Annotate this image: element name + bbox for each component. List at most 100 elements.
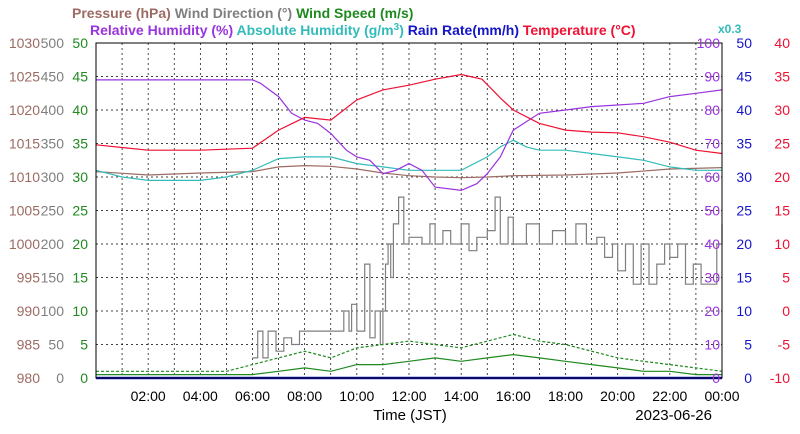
series-layer <box>95 73 723 380</box>
y-tick-label: 985 <box>17 337 41 353</box>
y-tick-label: 25 <box>736 203 752 219</box>
y-tick-label: 1015 <box>9 136 40 152</box>
legend-entry: Rain Rate(mm/h) <box>404 22 519 38</box>
x-axis-label: Time (JST) <box>373 407 447 424</box>
legend-entry-tail: ) <box>399 22 404 38</box>
y-tick-label: 40 <box>704 236 720 252</box>
y-tick-label: 45 <box>736 69 752 85</box>
x-tick-label: 04:00 <box>183 388 218 404</box>
y-tick-label: 15 <box>774 203 790 219</box>
y-tick-label: 10 <box>736 303 752 319</box>
y-tick-label: 70 <box>704 136 720 152</box>
y-tick-label: 20 <box>736 236 752 252</box>
x-tick-label: 12:00 <box>391 388 426 404</box>
y-tick-label: 0 <box>712 370 720 386</box>
series-relative-humidity <box>96 79 723 192</box>
x-tick-label: 08:00 <box>287 388 322 404</box>
y-tick-label: 30 <box>704 270 720 286</box>
y-tick-label: 50 <box>704 203 720 219</box>
legend-entry: Absolute Humidity (g/m <box>233 22 393 38</box>
y-tick-label: 50 <box>736 35 752 51</box>
legend-row-1: Pressure (hPa) Wind Direction (°) Wind S… <box>72 5 413 21</box>
y-tick-label: 995 <box>17 270 41 286</box>
y-tick-label: 0 <box>744 370 752 386</box>
y-tick-label: 40 <box>736 102 752 118</box>
legend-superscript: 3 <box>394 22 400 33</box>
y-tick-label: 10 <box>774 236 790 252</box>
y-axes: 9809859909951000100510101015102010251030… <box>9 35 790 386</box>
y-tick-label: 1005 <box>9 203 40 219</box>
y-tick-label: 300 <box>41 169 65 185</box>
x-tick-label: 20:00 <box>600 388 635 404</box>
legend-entry: Wind Speed (m/s) <box>292 5 413 21</box>
y-tick-label: 35 <box>736 136 752 152</box>
y-tick-label: 30 <box>774 102 790 118</box>
y-tick-label: 20 <box>704 303 720 319</box>
y-tick-label: 200 <box>41 236 65 252</box>
y-tick-label: 10 <box>704 337 720 353</box>
y-tick-label: 20 <box>72 236 88 252</box>
x-tick-label: 02:00 <box>131 388 166 404</box>
y-tick-label: 25 <box>72 203 88 219</box>
legend: Pressure (hPa) Wind Direction (°) Wind S… <box>72 5 742 38</box>
y-tick-label: 40 <box>774 35 790 51</box>
y-tick-label: 350 <box>41 136 65 152</box>
series-temperature <box>95 73 723 155</box>
x-tick-label: 06:00 <box>235 388 270 404</box>
legend-row-2: Relative Humidity (%) Absolute Humidity … <box>90 22 636 38</box>
y-tick-label: 25 <box>774 136 790 152</box>
y-tick-label: 1000 <box>9 236 40 252</box>
y-tick-label: 1020 <box>9 102 40 118</box>
y-tick-label: 1025 <box>9 69 40 85</box>
y-tick-label: 50 <box>48 337 64 353</box>
y-tick-label: 60 <box>704 169 720 185</box>
y-tick-label: 0 <box>782 303 790 319</box>
y-tick-label: -5 <box>778 337 791 353</box>
legend-entry: Relative Humidity (%) <box>90 22 233 38</box>
y-tick-label: 5 <box>744 337 752 353</box>
y-tick-label: 90 <box>704 69 720 85</box>
x-tick-label: 18:00 <box>548 388 583 404</box>
legend-entry: Temperature (°C) <box>519 22 636 38</box>
y-tick-label: 20 <box>774 169 790 185</box>
legend-entry: Wind Direction (°) <box>171 5 292 21</box>
x-tick-label: 00:00 <box>704 388 739 404</box>
y-tick-label: 0 <box>56 370 64 386</box>
x-axis-ticks: 02:00 04:00 06:00 08:00 10:00 12:00 14:00 16:00… <box>131 388 740 404</box>
y-tick-label: 980 <box>17 370 41 386</box>
y-tick-label: 150 <box>41 270 65 286</box>
y-tick-label: 35 <box>72 136 88 152</box>
y-tick-label: 100 <box>697 35 721 51</box>
y-tick-label: 30 <box>72 169 88 185</box>
y-tick-label: -10 <box>770 370 790 386</box>
y-tick-label: 50 <box>72 35 88 51</box>
y-tick-label: 35 <box>774 69 790 85</box>
series-pressure <box>95 164 723 179</box>
x-tick-label: 10:00 <box>339 388 374 404</box>
y-tick-label: 80 <box>704 102 720 118</box>
x-tick-label: 14:00 <box>444 388 479 404</box>
scale-annotation: x0.3 <box>718 22 742 36</box>
x-tick-label: 16:00 <box>496 388 531 404</box>
y-tick-label: 250 <box>41 203 65 219</box>
y-tick-label: 500 <box>41 35 65 51</box>
y-tick-label: 450 <box>41 69 65 85</box>
legend-entry: Pressure (hPa) <box>72 5 171 21</box>
series-wind-speed-gust <box>96 333 723 372</box>
grid <box>96 43 722 378</box>
y-tick-label: 45 <box>72 69 88 85</box>
date-label: 2023-06-26 <box>635 407 712 424</box>
y-tick-label: 1030 <box>9 35 40 51</box>
y-tick-label: 5 <box>782 270 790 286</box>
y-tick-label: 40 <box>72 102 88 118</box>
y-tick-label: 400 <box>41 102 65 118</box>
y-tick-label: 15 <box>736 270 752 286</box>
series-absolute-humidity <box>95 139 722 181</box>
y-tick-label: 100 <box>41 303 65 319</box>
x-tick-label: 22:00 <box>652 388 687 404</box>
plot-frame <box>95 42 723 379</box>
y-tick-label: 990 <box>17 303 41 319</box>
y-tick-label: 30 <box>736 169 752 185</box>
y-tick-label: 5 <box>80 337 88 353</box>
